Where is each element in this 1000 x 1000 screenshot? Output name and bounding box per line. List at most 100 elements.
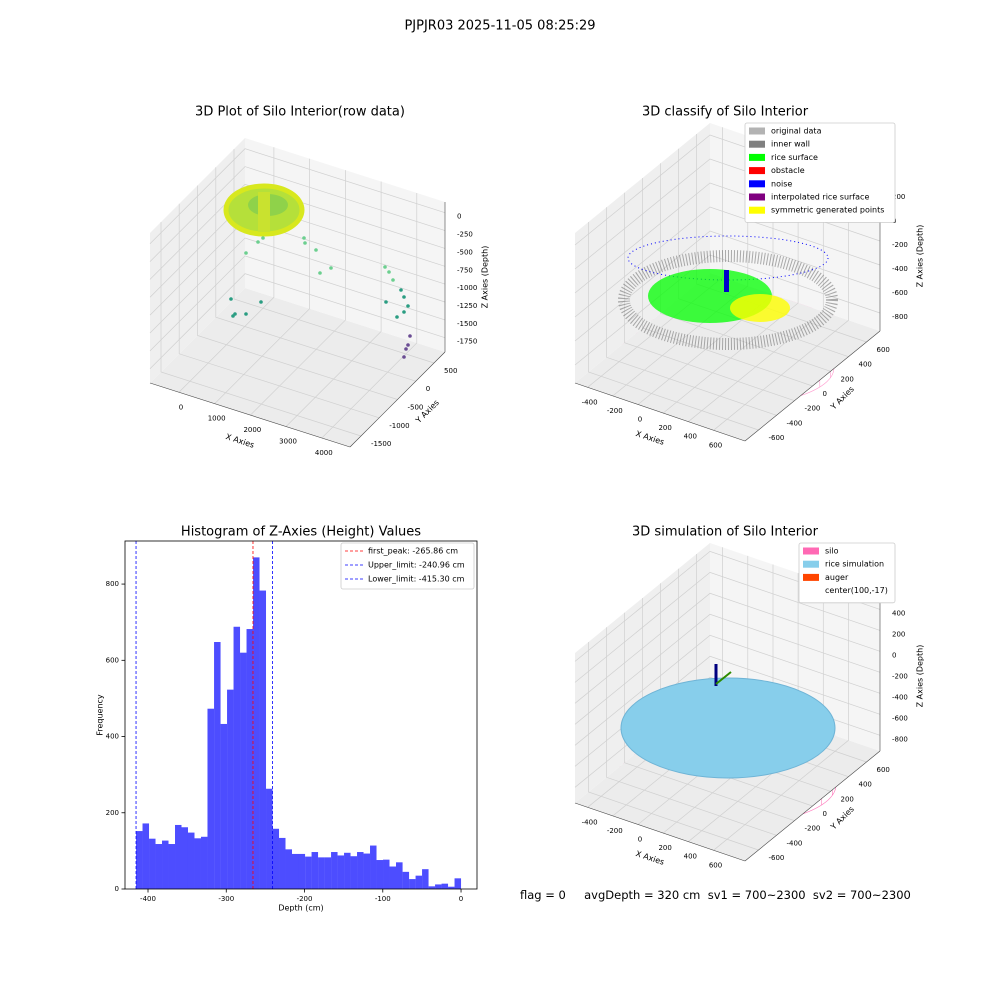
- y-tick-label: -600: [769, 854, 785, 862]
- bar: [337, 855, 345, 889]
- x-tick-label: 1000: [208, 415, 226, 423]
- y-tick-label: 400: [859, 781, 872, 789]
- bar: [227, 689, 234, 889]
- x-tick-label: 3000: [279, 438, 297, 446]
- legend-label: first_peak: -265.86 cm: [368, 547, 458, 556]
- grid-line: [149, 237, 446, 334]
- z-tick-label: -200: [892, 241, 908, 249]
- grid-line: [214, 158, 310, 404]
- point-decor: [402, 310, 406, 314]
- bar: [272, 828, 280, 889]
- grid-line: [574, 655, 881, 767]
- legend-box: [340, 542, 475, 590]
- y-axis-label: Y Axies: [828, 805, 856, 833]
- x-tick-label: -400: [582, 818, 598, 826]
- bar: [428, 886, 436, 889]
- point-decor: [302, 236, 306, 240]
- grid-line: [149, 166, 446, 262]
- bar: [181, 827, 188, 889]
- bar: [200, 836, 208, 889]
- y-tick-label: 600: [877, 766, 890, 774]
- bar: [389, 866, 397, 889]
- ring-inner: [258, 192, 270, 232]
- z-tick-label: -1750: [457, 338, 477, 346]
- y-tick-label: -400: [787, 419, 803, 427]
- z-tick-label: -400: [892, 693, 908, 701]
- point-decor: [383, 265, 387, 269]
- y-tick-label: 0: [823, 390, 827, 398]
- legend-label: Upper_limit: -240.96 cm: [368, 561, 465, 570]
- legend-label: rice surface: [771, 153, 818, 162]
- noise-stick: [724, 270, 729, 292]
- z-tick-label: -1500: [457, 320, 477, 328]
- legend-swatch: [749, 180, 765, 188]
- z-tick-label: -800: [892, 735, 908, 743]
- point-decor: [314, 248, 318, 252]
- y-tick-label: 200: [841, 375, 854, 383]
- bar: [318, 857, 325, 889]
- x-axis-label: X Axies: [225, 432, 256, 450]
- grid-line: [588, 222, 759, 431]
- grid-line: [250, 170, 346, 416]
- legend-label: center(100,-17): [825, 586, 888, 595]
- pane-back: [245, 138, 445, 352]
- y-tick-label: 400: [859, 361, 872, 369]
- bar: [136, 831, 143, 889]
- bar: [149, 838, 156, 889]
- legend-swatch: [803, 547, 819, 555]
- z-tick-label: -600: [892, 289, 908, 297]
- bar: [142, 823, 150, 889]
- x-tick-label: 400: [684, 433, 697, 441]
- x-tick-label: -200: [297, 895, 313, 903]
- grid-line: [197, 185, 398, 400]
- y-tick-label: 400: [106, 733, 119, 741]
- point-decor: [261, 236, 265, 240]
- legend-swatch: [749, 206, 765, 214]
- rice-simulation: [620, 677, 836, 779]
- z-tick-label: -1000: [457, 284, 477, 292]
- z-tick-label: -400: [892, 265, 908, 273]
- y-tick-label: 0: [426, 385, 430, 393]
- y-tick-label: -600: [769, 434, 785, 442]
- bar: [194, 838, 201, 889]
- bar: [376, 860, 384, 889]
- point-decor: [259, 300, 263, 304]
- grid-line: [574, 592, 881, 704]
- bar: [305, 856, 312, 889]
- point-decor: [318, 271, 322, 275]
- bar: [220, 723, 228, 889]
- grid-line: [574, 572, 881, 683]
- axis-y: [744, 750, 881, 862]
- y-tick-label: 0: [115, 885, 119, 893]
- legend-swatch: [749, 127, 765, 135]
- panel-title: Histogram of Z-Axies (Height) Values: [181, 525, 421, 540]
- legend-swatch: [803, 587, 819, 595]
- z-tick-label: -500: [457, 248, 473, 256]
- point-decor: [244, 312, 248, 316]
- x-tick-label: -400: [140, 895, 156, 903]
- grid-line: [160, 222, 362, 437]
- bar: [344, 852, 351, 889]
- y-tick-label: 200: [841, 795, 854, 803]
- auger-arm: [715, 671, 732, 685]
- bar: [253, 557, 260, 889]
- point-decor: [256, 240, 260, 244]
- point-decor: [384, 300, 388, 304]
- bar: [370, 845, 377, 889]
- legend-label: interpolated rice surface: [771, 193, 869, 202]
- z-tick-label: -200: [892, 672, 908, 680]
- point-decor: [329, 266, 333, 270]
- grid-line: [149, 255, 446, 352]
- bar: [298, 853, 306, 889]
- bar: [285, 849, 293, 889]
- bar: [402, 871, 410, 889]
- x-tick-label: 0: [459, 895, 463, 903]
- y-tick-label: -200: [805, 825, 821, 833]
- grid-line: [574, 634, 881, 746]
- point-decor: [231, 314, 235, 318]
- x-tick-label: -200: [607, 827, 623, 835]
- z-tick-label: -600: [892, 714, 908, 722]
- z-tick-label: -250: [457, 231, 473, 239]
- point-decor: [404, 347, 408, 351]
- bar: [233, 626, 241, 889]
